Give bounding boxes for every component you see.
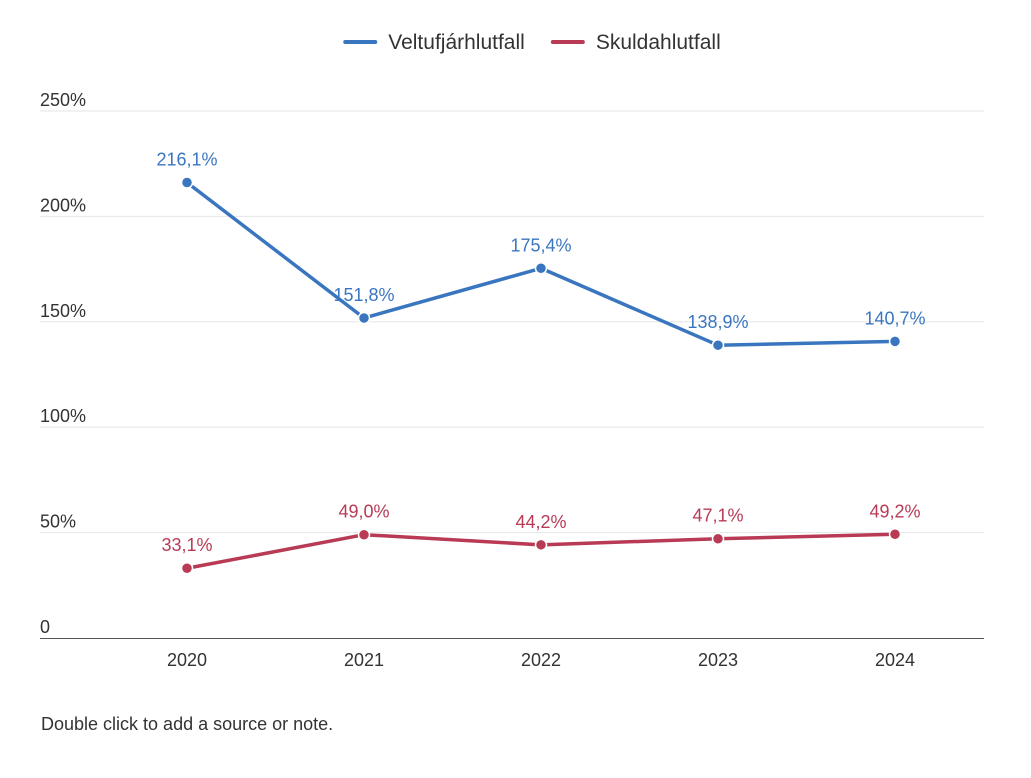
y-tick-label: 100% xyxy=(40,406,86,426)
x-tick-label: 2024 xyxy=(875,650,915,670)
data-label: 49,2% xyxy=(869,501,920,521)
y-tick-label: 50% xyxy=(40,512,76,532)
data-label: 138,9% xyxy=(687,312,748,332)
grid-lines xyxy=(40,110,984,534)
data-point[interactable] xyxy=(534,262,548,275)
series: 216,1% 151,8% 175,4% 138,9% 140,7% 33,1% 49,0%… xyxy=(156,149,926,575)
y-tick-label: 200% xyxy=(40,195,86,215)
x-tick-label: 2022 xyxy=(521,650,561,670)
data-label: 49,0% xyxy=(338,502,389,522)
source-note[interactable]: Double click to add a source or note. xyxy=(41,714,334,734)
y-axis-ticks: 0 50% 100% 150% 200% 250% xyxy=(40,90,86,637)
data-point[interactable] xyxy=(534,538,548,552)
legend-item-1[interactable]: Veltufjárhlutfall xyxy=(343,31,525,54)
legend-item-2[interactable]: Skuldahlutfall xyxy=(550,31,721,54)
x-tick-label: 2021 xyxy=(344,650,384,670)
data-point[interactable] xyxy=(180,176,194,189)
data-point[interactable] xyxy=(180,561,194,575)
data-point[interactable] xyxy=(357,311,371,325)
data-label: 140,7% xyxy=(864,308,925,328)
data-label: 151,8% xyxy=(333,285,394,305)
data-label: 47,1% xyxy=(692,506,743,526)
data-point[interactable] xyxy=(711,532,725,545)
data-label: 216,1% xyxy=(156,149,217,169)
legend-label: Skuldahlutfall xyxy=(596,31,721,54)
data-point[interactable] xyxy=(888,528,902,541)
series-1: 216,1% 151,8% 175,4% 138,9% 140,7% xyxy=(156,149,926,352)
legend-label: Veltufjárhlutfall xyxy=(388,31,525,54)
y-tick-label: 0 xyxy=(40,617,50,637)
series-2: 33,1% 49,0% 44,2% 47,1% 49,2% xyxy=(161,501,921,575)
y-tick-label: 150% xyxy=(40,301,86,321)
data-point[interactable] xyxy=(357,528,371,541)
data-label: 175,4% xyxy=(510,235,571,255)
data-label: 44,2% xyxy=(515,512,566,532)
y-tick-label: 250% xyxy=(40,90,86,110)
data-label: 33,1% xyxy=(161,535,212,555)
data-point[interactable] xyxy=(888,335,902,348)
legend[interactable]: Veltufjárhlutfall Skuldahlutfall xyxy=(343,31,721,54)
x-axis-ticks: 2020 2021 2022 2023 2024 xyxy=(167,650,915,670)
x-tick-label: 2023 xyxy=(698,650,738,670)
data-point[interactable] xyxy=(711,338,725,352)
x-tick-label: 2020 xyxy=(167,650,207,670)
